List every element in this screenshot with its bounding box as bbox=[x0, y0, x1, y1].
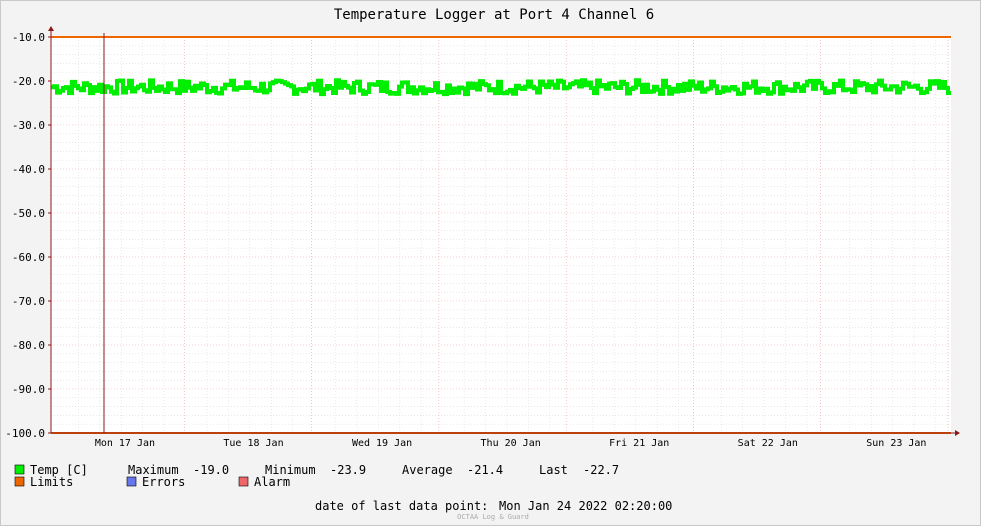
y-tick-label: -90.0 bbox=[12, 383, 45, 396]
x-tick-label: Mon 17 Jan bbox=[95, 438, 155, 449]
alarm-legend-swatch bbox=[238, 476, 249, 487]
y-tick-label: -70.0 bbox=[12, 295, 45, 308]
watermark: OCTAA Log & Guard bbox=[457, 513, 529, 521]
y-tick-label: -20.0 bbox=[12, 75, 45, 88]
minimum-label: Minimum bbox=[265, 463, 316, 477]
chart-title: Temperature Logger at Port 4 Channel 6 bbox=[334, 7, 654, 23]
y-axis-arrow bbox=[48, 26, 54, 31]
x-tick-label: Sat 22 Jan bbox=[738, 438, 798, 449]
y-tick-label: -100.0 bbox=[5, 427, 45, 440]
plot-area bbox=[51, 37, 951, 433]
y-tick-label: -30.0 bbox=[12, 119, 45, 132]
x-tick-label: Sun 23 Jan bbox=[866, 438, 926, 449]
last-data-point-label: date of last data point: bbox=[315, 499, 488, 513]
x-tick-label: Thu 20 Jan bbox=[481, 438, 541, 449]
x-tick-label: Wed 19 Jan bbox=[352, 438, 412, 449]
x-axis-arrow bbox=[955, 430, 960, 436]
y-tick-label: -10.0 bbox=[12, 31, 45, 44]
x-tick-label: Tue 18 Jan bbox=[223, 438, 283, 449]
minimum-value: -23.9 bbox=[330, 463, 366, 477]
last-value: -22.7 bbox=[583, 463, 619, 477]
temp-series-line bbox=[51, 78, 951, 97]
y-tick-label: -40.0 bbox=[12, 163, 45, 176]
limits-legend-swatch bbox=[14, 476, 25, 487]
grid bbox=[51, 36, 951, 434]
y-tick-label: -50.0 bbox=[12, 207, 45, 220]
temp-legend-swatch bbox=[14, 464, 25, 475]
y-tick-label: -80.0 bbox=[12, 339, 45, 352]
average-label: Average bbox=[402, 463, 453, 477]
x-tick-label: Fri 21 Jan bbox=[609, 438, 669, 449]
average-value: -21.4 bbox=[467, 463, 503, 477]
maximum-value: -19.0 bbox=[193, 463, 229, 477]
y-tick-label: -60.0 bbox=[12, 251, 45, 264]
alarm-legend-label: Alarm bbox=[254, 475, 290, 489]
y-axis-ticks: -10.0 -20.0 -30.0 -40.0 -50.0 -60.0 -70.0 -80.0… bbox=[5, 31, 51, 440]
errors-legend-label: Errors bbox=[142, 475, 185, 489]
x-axis-ticks: Mon 17 Jan Tue 18 Jan Wed 19 Jan Thu 20 Jan… bbox=[95, 438, 927, 449]
temp-legend-label: Temp [C] bbox=[30, 463, 88, 477]
last-label: Last bbox=[539, 463, 568, 477]
last-data-point-value: Mon Jan 24 2022 02:20:00 bbox=[499, 499, 672, 513]
limits-legend-label: Limits bbox=[30, 475, 73, 489]
errors-legend-swatch bbox=[126, 476, 137, 487]
maximum-label: Maximum bbox=[128, 463, 179, 477]
